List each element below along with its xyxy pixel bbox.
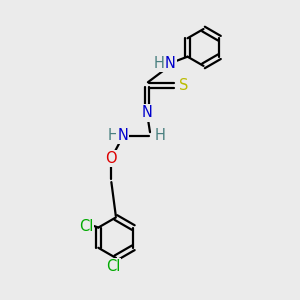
Text: H: H <box>155 128 166 143</box>
Text: H: H <box>108 128 119 143</box>
Text: S: S <box>178 78 188 93</box>
Text: N: N <box>142 105 152 120</box>
Text: H: H <box>154 56 164 71</box>
Text: O: O <box>106 151 117 166</box>
Text: N: N <box>165 56 176 71</box>
Text: Cl: Cl <box>79 219 93 234</box>
Text: Cl: Cl <box>106 259 120 274</box>
Text: N: N <box>117 128 128 143</box>
